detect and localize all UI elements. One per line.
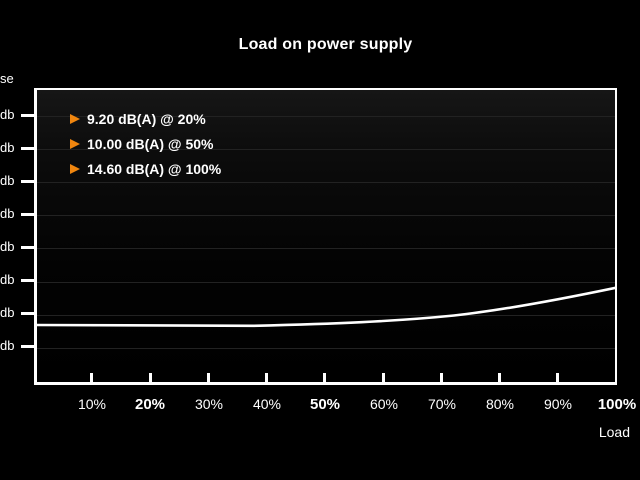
gridline — [37, 149, 615, 150]
x-tick — [90, 373, 93, 385]
y-tick — [21, 147, 34, 150]
x-tick — [498, 373, 501, 385]
right-triangle-icon — [70, 163, 80, 174]
gridline — [37, 116, 615, 117]
chart-title: Load on power supply — [238, 36, 413, 53]
y-tick-label: db — [0, 239, 15, 254]
x-tick — [149, 373, 152, 385]
x-tick — [265, 373, 268, 385]
y-tick-label: db — [0, 338, 15, 353]
x-tick-label: 30% — [194, 396, 224, 412]
y-tick — [21, 180, 34, 183]
y-tick-label: db — [0, 173, 15, 188]
x-tick-label: 70% — [427, 396, 457, 412]
y-tick-label: db — [0, 305, 15, 320]
legend: 9.20 dB(A) @ 20% 10.00 dB(A) @ 50% 14.60… — [70, 110, 221, 185]
legend-label: 14.60 dB(A) @ 100% — [87, 160, 222, 177]
x-tick-label: 100% — [597, 396, 637, 413]
x-tick — [323, 373, 326, 385]
gridline — [37, 348, 615, 349]
x-tick-label: 10% — [77, 396, 107, 412]
x-tick-label: 60% — [369, 396, 399, 412]
x-axis-title: Load — [598, 424, 630, 440]
y-tick — [21, 345, 34, 348]
legend-item: 9.20 dB(A) @ 20% — [70, 110, 221, 127]
plot-area — [34, 88, 617, 385]
gridline — [37, 248, 615, 249]
right-triangle-icon — [70, 138, 80, 149]
x-tick-label: 40% — [252, 396, 282, 412]
gridline — [37, 182, 615, 183]
gridline — [37, 215, 615, 216]
y-tick-label: db — [0, 272, 15, 287]
legend-item: 10.00 dB(A) @ 50% — [70, 135, 221, 152]
right-triangle-icon — [70, 113, 80, 124]
gridline — [37, 315, 615, 316]
noise-curve — [34, 286, 617, 328]
y-tick — [21, 312, 34, 315]
legend-label: 9.20 dB(A) @ 20% — [87, 110, 206, 127]
y-tick-label: db — [0, 206, 15, 221]
y-tick — [21, 279, 34, 282]
x-tick-label: 20% — [134, 396, 166, 413]
x-tick — [556, 373, 559, 385]
legend-label: 10.00 dB(A) @ 50% — [87, 135, 214, 152]
x-tick — [207, 373, 210, 385]
y-tick — [21, 114, 34, 117]
gridline — [37, 282, 615, 283]
y-axis-title-fragment: se — [0, 71, 14, 86]
x-tick — [440, 373, 443, 385]
x-tick-label: 50% — [309, 396, 341, 413]
y-tick-label: db — [0, 140, 15, 155]
y-tick-label: db — [0, 107, 15, 122]
x-tick-label: 80% — [485, 396, 515, 412]
y-tick — [21, 246, 34, 249]
y-tick — [21, 213, 34, 216]
x-tick — [382, 373, 385, 385]
legend-item: 14.60 dB(A) @ 100% — [70, 160, 221, 177]
x-tick-label: 90% — [543, 396, 573, 412]
